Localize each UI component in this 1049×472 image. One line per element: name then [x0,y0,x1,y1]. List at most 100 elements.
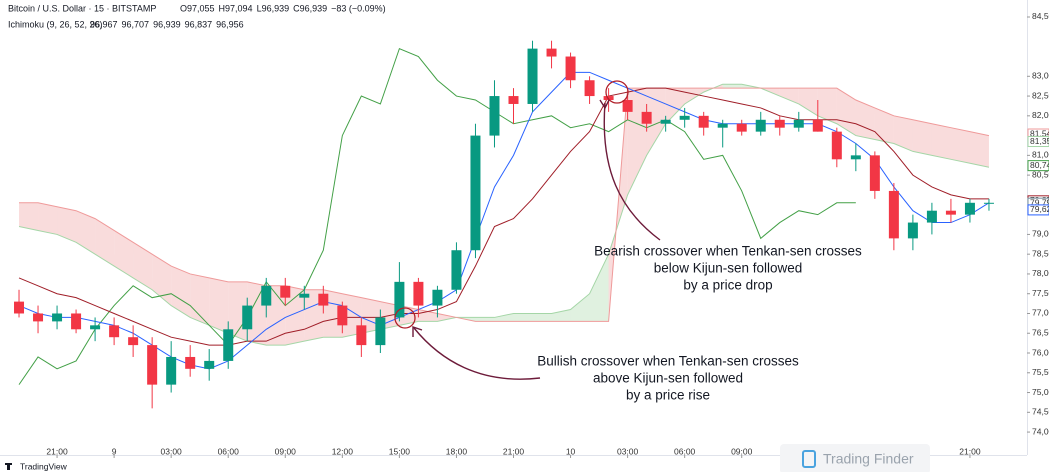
candle-body [166,356,177,385]
y-tick-label: 84,50 [1032,11,1049,21]
y-tick-label: 83,00 [1032,71,1049,81]
x-tick-label: 18:00 [446,446,468,456]
bullish-arrow-head [412,326,423,337]
candle-body [242,305,253,330]
candle-body [318,293,329,306]
cloud [722,84,742,89]
candle-body [736,123,747,132]
y-tick-label: 77,00 [1032,308,1049,318]
cloud [57,206,77,243]
cloud [19,202,39,231]
indicator-value: 96,837 [185,19,213,29]
symbol: Bitcoin / U.S. Dollar · 15 · BITSTAMP [8,3,156,13]
cloud [665,88,685,124]
candle-body [774,119,785,128]
cloud [684,88,704,104]
candle-body [603,96,614,101]
cloud [817,88,837,124]
cloud [798,88,818,116]
y-tick-label: 75,00 [1032,387,1049,397]
candle-body [299,293,310,298]
candle-body [33,313,44,322]
candle-body [812,119,823,132]
cloud [589,254,609,322]
annotation: below Kijun-sen followed [654,261,803,276]
ohlc-value: C96,939 [293,3,327,13]
cloud [893,115,913,152]
cloud [133,242,153,290]
brand: TradingView [20,461,68,471]
indicator-value: 96,967 [90,19,118,29]
cloud [437,313,457,322]
indicator-value: 96,939 [153,19,181,29]
candle-body [926,210,937,223]
candle-body [850,155,861,160]
cloud [494,313,514,322]
watermark: Trading Finder [823,451,914,467]
x-tick-label: 15:00 [389,446,411,456]
annotation: by a price rise [626,388,710,403]
ohlc-value: −83 (−0.09%) [331,3,386,13]
candle-body [470,135,481,251]
brand-logo [5,463,12,470]
cloud [513,313,533,322]
y-tick-label: 74,50 [1032,407,1049,417]
candle-body [128,337,139,346]
cloud [152,254,172,306]
annotation: Bullish crossover when Tenkan-sen crosse… [537,354,799,369]
cloud [646,88,666,156]
y-tick-label: 76,50 [1032,327,1049,337]
candle-body [964,202,975,215]
bullish-arrow [413,327,541,380]
candle-body [679,115,690,120]
cloud [532,313,552,322]
legend-bg [0,0,330,36]
cloud [570,293,590,322]
x-tick-label: 21:00 [503,446,525,456]
x-tick-label: 21:00 [46,446,68,456]
y-tick-label: 80,50 [1032,169,1049,179]
y-tick-label: 79,00 [1032,229,1049,239]
candle-body [90,325,101,330]
x-tick-label: 06:00 [218,446,240,456]
x-tick-label: 10 [566,446,576,456]
x-tick-label: 03:00 [617,446,639,456]
candle-body [185,356,196,369]
span-b [19,87,990,322]
cloud [114,230,134,278]
cloud [855,100,875,140]
ohlc-value: H97,094 [219,3,253,13]
cloud [931,123,951,160]
candle-body [869,155,880,191]
annotation: Bearish crossover when Tenkan-sen crosse… [594,244,862,259]
candle-body [527,48,538,104]
x-tick-label: 09:00 [275,446,297,456]
candle-body [489,96,500,136]
candle-body [261,285,272,306]
y-tick-label: 82,00 [1032,110,1049,120]
candle-body [660,119,671,124]
annotation: by a price drop [683,278,772,293]
y-tick-label: 82,50 [1032,90,1049,100]
candle-body [698,115,709,128]
candle-body [280,285,291,298]
bearish-circle [605,80,629,104]
candle-body [394,281,405,318]
y-tick-label: 75,50 [1032,367,1049,377]
candle-body [945,210,956,215]
candle-body [584,80,595,97]
bearish-arrow-head [599,99,610,110]
indicator-line [18,87,989,346]
candle-body [223,329,234,361]
annotation: above Kijun-sen followed [593,371,743,386]
candle-body [413,281,424,306]
y-tick-label: 81,00 [1032,150,1049,160]
y-tick-label: 77,50 [1032,288,1049,298]
x-tick-label: 09:00 [731,446,753,456]
cloud [779,88,799,104]
candle-body [204,360,215,369]
candle-body [641,111,652,124]
cloud [95,218,115,267]
price-tag [1027,136,1049,148]
price-tag-label: 81,54 [1030,128,1049,138]
